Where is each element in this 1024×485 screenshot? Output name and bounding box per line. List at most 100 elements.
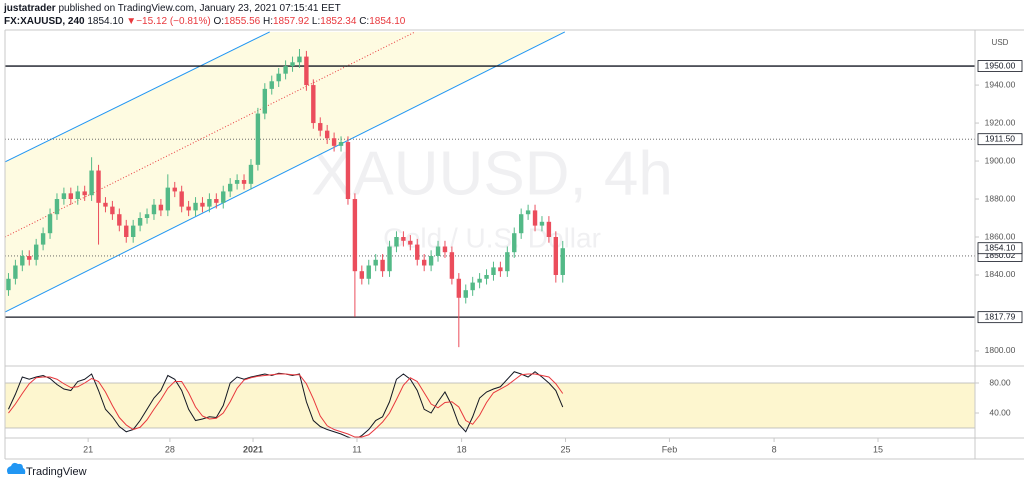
candle-body	[89, 170, 94, 196]
candle-body	[117, 214, 122, 226]
ohlc-key: L:	[311, 16, 321, 27]
candle-body	[214, 199, 219, 203]
y-tick-label: 1840.00	[985, 269, 1016, 279]
candle-body	[6, 278, 11, 291]
candle-body	[200, 202, 205, 207]
candle-body	[338, 142, 344, 146]
candle-body	[54, 199, 60, 215]
candle-body	[130, 225, 136, 238]
candle-body	[484, 274, 489, 279]
level-label-box	[977, 60, 1023, 72]
ohlc-value: 1855.56	[224, 16, 261, 27]
ohlc-value: 1854.10	[369, 16, 406, 27]
candle-body	[165, 187, 171, 211]
candle-body	[227, 183, 233, 192]
candle-body	[290, 62, 295, 67]
y-tick-label: 1860.00	[985, 231, 1016, 241]
oscillator-pane	[5, 371, 975, 438]
y-tick-label: 80.00	[989, 377, 1011, 387]
published: published on TradingView.com, January 23…	[58, 3, 341, 14]
watermark-symbol: XAUUSD, 4h	[311, 139, 673, 208]
candle-body	[345, 142, 351, 200]
candle-body	[221, 191, 226, 203]
ohlc-l: L:1852.34	[312, 16, 357, 27]
candle-body	[193, 202, 198, 211]
symbol-line: FX:XAUUSD, 240 1854.10 ▼−15.12 (−0.81%) …	[4, 15, 405, 28]
candle-body	[297, 56, 302, 63]
candle-body	[387, 246, 392, 272]
channel-upper	[5, 31, 270, 163]
candle-body	[415, 244, 420, 260]
author: justatrader	[4, 3, 56, 14]
candle-body	[248, 164, 254, 184]
candle-body	[463, 290, 468, 298]
channel-lower	[5, 31, 566, 313]
x-tick-label: 28	[165, 444, 175, 454]
candle-body	[179, 191, 184, 207]
x-tick-label: 18	[457, 444, 467, 454]
candle-body	[27, 255, 32, 260]
last: 1854.10	[87, 16, 124, 27]
candle-body	[532, 210, 538, 226]
candle-body	[442, 246, 448, 253]
candle-body	[276, 73, 281, 82]
candle-body	[255, 113, 261, 165]
level-label-box	[977, 133, 1023, 146]
x-tick-label: 8	[772, 444, 777, 454]
x-tick-label: 2021	[243, 444, 263, 454]
candle-body	[435, 246, 441, 256]
candle-body	[186, 206, 191, 211]
candle-body	[352, 199, 358, 272]
candle-body	[234, 180, 240, 184]
candle-body	[456, 278, 462, 298]
ohlc-key: O:	[213, 16, 225, 27]
candle-body	[103, 202, 108, 207]
candle-body	[546, 221, 552, 238]
candle-body	[20, 255, 25, 266]
candle-body	[33, 244, 39, 260]
y-tick-label: 1900.00	[985, 155, 1016, 165]
candle-body	[158, 204, 164, 211]
ohlc-c: C:1854.10	[359, 16, 405, 27]
x-tick-label: 25	[561, 444, 571, 454]
candle-body	[449, 252, 455, 279]
symbol: FX:XAUUSD, 240	[4, 16, 85, 27]
ohlc-h: H:1857.92	[263, 16, 309, 27]
header: justatrader published on TradingView.com…	[4, 2, 405, 28]
candle-body	[491, 267, 496, 275]
y-tick-label: 1880.00	[985, 193, 1016, 203]
candle-body	[241, 180, 247, 184]
ohlc-key: H:	[262, 16, 273, 27]
last-price-label: 1854.10	[985, 242, 1016, 252]
ohlc-value: 1857.92	[272, 16, 310, 27]
candle-body	[505, 252, 510, 272]
candle-body	[512, 233, 517, 253]
candle-body	[47, 214, 53, 234]
y-tick-label: 1800.00	[985, 345, 1016, 355]
candle-body	[311, 85, 316, 124]
candle-body	[331, 138, 337, 146]
candle-body	[172, 187, 177, 192]
publish-line: justatrader published on TradingView.com…	[4, 2, 405, 15]
x-tick-label: Feb	[662, 444, 678, 454]
y-tick-label: 40.00	[989, 407, 1011, 417]
candle-body	[380, 259, 385, 272]
candle-body	[207, 199, 212, 207]
last-price-box	[977, 242, 1023, 255]
candle-body	[40, 233, 46, 245]
candle-body	[96, 170, 101, 203]
currency: USD	[992, 38, 1009, 47]
candle-body	[137, 218, 143, 226]
ohlc-value: 1852.34	[320, 16, 357, 27]
candle-body	[518, 214, 524, 234]
candle-body	[525, 210, 531, 215]
axes: TradingView 1800.001840.001860.001880.00…	[4, 29, 1024, 478]
y-tick-label: 1920.00	[985, 117, 1016, 127]
candle-body	[498, 267, 503, 272]
x-tick-label: 21	[83, 444, 93, 454]
candle-body	[401, 237, 406, 241]
candle-body	[366, 265, 371, 279]
